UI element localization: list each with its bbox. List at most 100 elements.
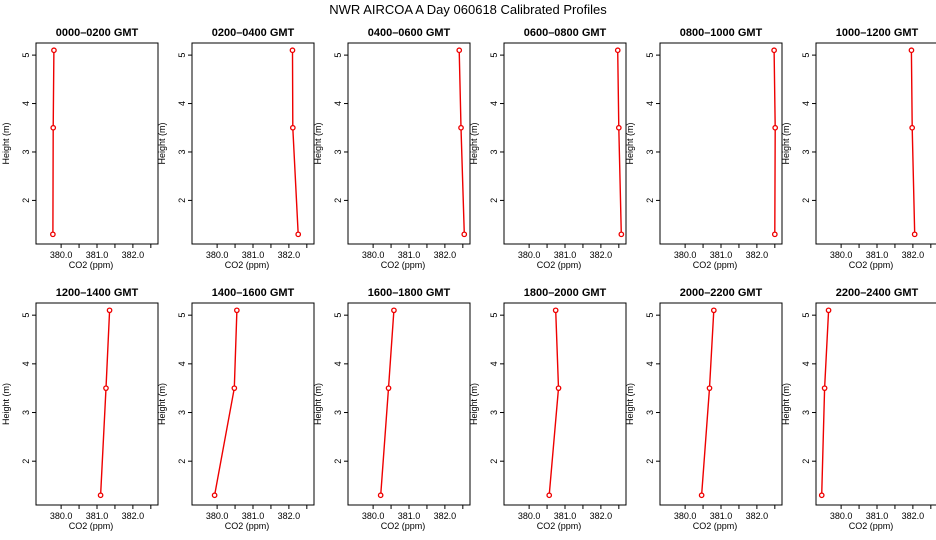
data-point (710, 307, 717, 314)
data-point (772, 124, 779, 131)
y-tick-label: 3 (645, 410, 655, 415)
x-tick-label: 380.0 (206, 511, 229, 521)
y-tick-label: 2 (21, 459, 31, 464)
y-tick-label: 5 (333, 53, 343, 58)
plot-frame (659, 42, 783, 245)
x-tick-label: 380.0 (50, 511, 73, 521)
x-tick-label: 382.0 (278, 250, 301, 260)
y-tick-label: 2 (333, 459, 343, 464)
data-point (50, 231, 56, 238)
y-tick-label: 5 (489, 313, 499, 318)
y-tick-label: 4 (177, 101, 187, 106)
x-tick-label: 382.0 (746, 250, 769, 260)
profile-line (99, 310, 111, 496)
y-tick-label: 5 (645, 53, 655, 58)
y-tick-label: 4 (21, 101, 31, 106)
y-tick-label: 5 (21, 53, 31, 58)
x-tick-label: 380.0 (362, 511, 385, 521)
y-axis-label: Height (m) (1, 122, 11, 164)
x-tick-label: 382.0 (902, 250, 925, 260)
plot-frame (815, 302, 936, 506)
data-point (818, 492, 825, 499)
panel-title: 0000–0200 GMT (56, 27, 139, 39)
profile-panel: 0000–0200 GMT 380.0 381.0 382.0 CO2 (ppm) 2 3 4… (1, 27, 159, 270)
profile-panel: 1800–2000 GMT 380.0 381.0 382.0 CO2 (ppm) 2 3 4… (469, 287, 627, 531)
panel-title: 2000–2200 GMT (680, 287, 763, 299)
data-point (555, 385, 562, 392)
x-axis-label: CO2 (ppm) (537, 260, 582, 270)
plot-frame (347, 42, 471, 245)
x-axis-label: CO2 (ppm) (69, 260, 114, 270)
x-tick-label: 381.0 (242, 250, 265, 260)
x-tick-label: 382.0 (278, 511, 301, 521)
x-tick-label: 381.0 (554, 511, 577, 521)
profile-line (700, 310, 715, 496)
y-tick-label: 3 (333, 410, 343, 415)
y-axis-label: Height (m) (625, 122, 635, 164)
profile-line (380, 310, 395, 496)
x-tick-label: 381.0 (398, 511, 421, 521)
y-tick-label: 2 (177, 459, 187, 464)
y-tick-label: 3 (489, 410, 499, 415)
x-tick-label: 382.0 (122, 250, 145, 260)
y-axis-label: Height (m) (1, 383, 11, 425)
plot-frame (815, 42, 936, 245)
x-axis-label: CO2 (ppm) (381, 260, 426, 270)
y-tick-label: 2 (801, 198, 811, 203)
plot-frame (191, 42, 315, 245)
x-tick-label: 382.0 (590, 511, 613, 521)
x-tick-label: 380.0 (362, 250, 385, 260)
x-axis-label: CO2 (ppm) (69, 521, 114, 531)
data-point (908, 47, 915, 54)
data-point (825, 307, 832, 314)
y-tick-label: 4 (333, 101, 343, 106)
data-point (546, 492, 553, 499)
profile-panel: 0600–0800 GMT 380.0 381.0 382.0 CO2 (ppm) 2 3 4… (469, 27, 627, 270)
y-tick-label: 4 (21, 361, 31, 366)
profile-panel: 0800–1000 GMT 380.0 381.0 382.0 CO2 (ppm) 2 3 4… (625, 27, 783, 270)
y-tick-label: 2 (645, 198, 655, 203)
y-tick-label: 2 (489, 198, 499, 203)
x-tick-label: 380.0 (50, 250, 73, 260)
y-tick-label: 5 (489, 53, 499, 58)
y-tick-label: 4 (645, 361, 655, 366)
data-point (615, 124, 622, 131)
data-point (103, 385, 109, 392)
x-tick-label: 382.0 (434, 511, 457, 521)
y-tick-label: 2 (645, 459, 655, 464)
x-axis-label: CO2 (ppm) (693, 521, 738, 531)
y-axis-label: Height (m) (313, 383, 323, 425)
data-point (698, 492, 705, 499)
x-tick-label: 380.0 (830, 250, 853, 260)
profile-line (52, 50, 55, 235)
x-tick-label: 381.0 (554, 250, 577, 260)
y-tick-label: 2 (801, 459, 811, 464)
profile-line (821, 310, 830, 496)
x-tick-label: 380.0 (518, 511, 541, 521)
panel-title: 0800–1000 GMT (680, 27, 763, 39)
panel-title: 1200–1400 GMT (56, 287, 139, 299)
x-tick-label: 380.0 (206, 250, 229, 260)
data-point (377, 492, 384, 499)
data-point (911, 231, 918, 238)
y-tick-label: 3 (645, 149, 655, 154)
y-axis-label: Height (m) (469, 383, 479, 425)
profile-line (617, 50, 622, 235)
data-point (289, 47, 296, 54)
data-point (456, 47, 463, 54)
profile-line (773, 50, 776, 235)
y-axis-label: Height (m) (313, 122, 323, 164)
x-tick-label: 381.0 (242, 511, 265, 521)
x-tick-label: 380.0 (518, 250, 541, 260)
y-tick-label: 5 (801, 313, 811, 318)
panel-title: 0600–0800 GMT (524, 27, 607, 39)
y-tick-label: 3 (177, 410, 187, 415)
x-axis-label: CO2 (ppm) (537, 521, 582, 531)
x-tick-label: 380.0 (830, 511, 853, 521)
figure-title: NWR AIRCOA A Day 060618 Calibrated Profi… (329, 2, 607, 17)
plot-frame (35, 42, 159, 245)
y-tick-label: 3 (177, 149, 187, 154)
y-tick-label: 5 (177, 313, 187, 318)
data-point (771, 47, 777, 54)
y-tick-label: 5 (177, 53, 187, 58)
